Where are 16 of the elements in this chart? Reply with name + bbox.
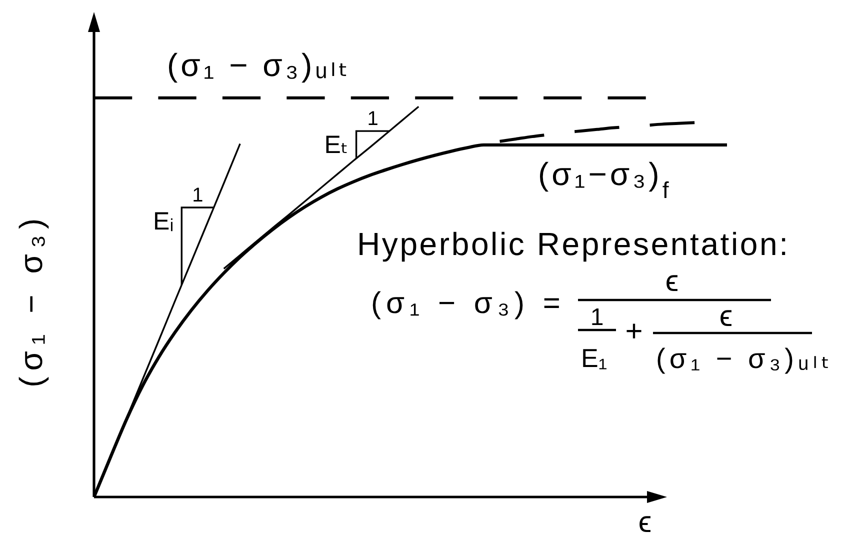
- y-axis-title: (σ₁ − σ₃): [13, 212, 49, 388]
- annotation: ϵ: [665, 265, 679, 298]
- x-axis-title: ϵ: [638, 506, 652, 538]
- annotation: E₁: [581, 343, 608, 373]
- annotation: Eᵢ: [153, 208, 174, 236]
- annotation: Hyperbolic Representation:: [357, 226, 790, 262]
- annotation: 1: [192, 184, 204, 207]
- annotation: 1: [590, 304, 604, 331]
- annotation: ϵ: [719, 300, 733, 333]
- annotation: Eₜ: [324, 131, 348, 160]
- annotation: (σ₁−σ₃)$_{f}$: [538, 156, 672, 203]
- annotation: (σ₁ − σ₃) =: [371, 287, 566, 320]
- annotation: 1: [367, 108, 378, 130]
- annotation: (σ₁ − σ₃)ᵤₗₜ: [656, 343, 834, 374]
- annotation: +: [625, 315, 643, 348]
- series-label: (σ₁ − σ₃)ᵤₗₜ: [167, 46, 352, 83]
